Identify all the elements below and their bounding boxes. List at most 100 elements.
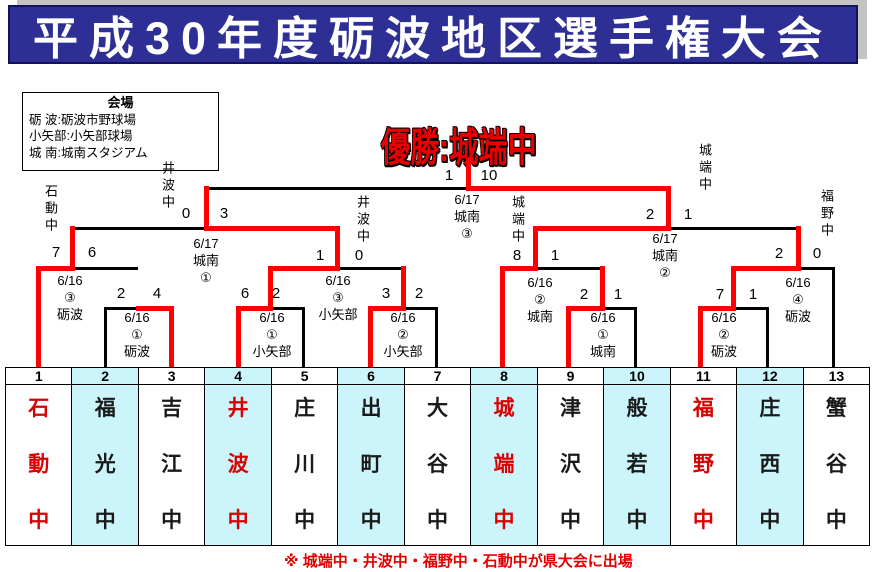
match-venue: 小矢部 — [252, 344, 292, 359]
team-column-4: 4 井 波 中 — [204, 368, 271, 545]
team-name-char: 蟹 — [825, 397, 847, 420]
team-name-char: 石 — [28, 397, 50, 420]
champion-riser — [466, 158, 471, 191]
bracket-line — [766, 307, 769, 368]
match-date: 6/16 — [590, 310, 616, 325]
team-name-char: 庄 — [759, 397, 781, 420]
score: 2 — [271, 285, 281, 302]
match-label-r1-e: 6/16 ② 砺波 — [684, 309, 764, 360]
team-name-char: 野 — [692, 453, 714, 476]
match-date: 6/16 — [57, 273, 83, 288]
score: 3 — [219, 205, 229, 222]
team-number: 4 — [205, 368, 271, 385]
team-column-11: 11 福 野 中 — [669, 368, 737, 545]
score: 8 — [512, 247, 522, 264]
bracket-line — [70, 267, 138, 270]
match-game-number: ④ — [792, 292, 804, 307]
match-venue: 城南 — [589, 344, 616, 359]
team-column-1: 1 石 動 中 — [6, 368, 72, 545]
venue-box-heading: 会場 — [107, 95, 134, 110]
team-name-char: 中 — [227, 509, 249, 532]
match-label-qf-d: 6/16 ④ 砺波 — [758, 274, 838, 325]
team-name-char: 沢 — [559, 453, 581, 476]
score: 2 — [774, 245, 784, 262]
match-game-number: ② — [718, 327, 730, 342]
match-game-number: ② — [659, 265, 671, 280]
bracket-line — [600, 307, 636, 310]
winner-path-line — [368, 306, 403, 311]
match-game-number: ① — [200, 270, 212, 285]
team-name-char: 中 — [360, 509, 382, 532]
score: 0 — [812, 245, 822, 262]
team-number: 11 — [670, 368, 737, 385]
match-venue: 城南 — [526, 309, 553, 324]
match-game-number: ① — [131, 327, 143, 342]
team-column-8: 8 城 端 中 — [470, 368, 537, 545]
team-name-char: 中 — [759, 509, 781, 532]
winner-path-line — [36, 266, 72, 271]
team-table: 1 石 動 中 2 福 光 中 3 吉 江 中 4 — [5, 367, 870, 546]
winner-path-line — [401, 266, 406, 311]
match-label-sf-left: 6/17 城南 ① — [166, 235, 246, 286]
venue-line: 城 南:城南スタジアム — [29, 145, 148, 160]
winner-path-line — [335, 226, 340, 271]
match-venue: 砺波 — [56, 307, 83, 322]
team-name-char: 中 — [294, 509, 316, 532]
team-column-12: 12 庄 西 中 — [736, 368, 803, 545]
team-name-char: 福 — [94, 397, 116, 420]
match-date: 6/16 — [390, 310, 416, 325]
team-name-char: 波 — [227, 453, 249, 476]
bracket-line — [302, 307, 305, 368]
score: 0 — [181, 205, 191, 222]
advancing-team-label: 福野中 — [819, 189, 834, 240]
match-label-r1-d: 6/16 ① 城南 — [563, 309, 643, 360]
team-name-char: 大 — [427, 397, 449, 420]
team-number: 13 — [803, 368, 870, 385]
match-game-number: ① — [266, 327, 278, 342]
advancing-team-label: 城端中 — [697, 143, 712, 194]
winner-path-line — [268, 266, 337, 271]
bracket-line — [435, 307, 438, 368]
team-name-char: 谷 — [825, 453, 847, 476]
match-label-sf-right: 6/17 城南 ② — [625, 230, 705, 281]
match-date: 6/16 — [124, 310, 150, 325]
bracket-line — [268, 307, 304, 310]
team-name-char: 般 — [626, 397, 648, 420]
score: 4 — [152, 285, 162, 302]
match-date: 6/16 — [259, 310, 285, 325]
team-name-char: 井 — [227, 397, 249, 420]
team-number: 3 — [138, 368, 205, 385]
bracket-line — [204, 187, 470, 190]
team-number: 2 — [72, 368, 138, 385]
team-name-char: 出 — [360, 397, 382, 420]
venue-box: 会場 砺 波:砺波市野球場 小矢部:小矢部球場 城 南:城南スタジアム — [22, 92, 219, 171]
page-title: 平成30年度砺波地区選手権大会 — [32, 13, 834, 64]
match-venue: 城南 — [651, 248, 678, 263]
bracket-line — [533, 267, 602, 270]
winner-path-line — [698, 306, 703, 368]
winner-path-line — [236, 306, 241, 368]
venue-line: 砺 波:砺波市野球場 — [29, 112, 136, 127]
match-label-qf-b: 6/16 ③ 小矢部 — [298, 272, 378, 323]
score: 0 — [354, 247, 364, 264]
bracket-line — [70, 227, 206, 230]
team-name-char: 中 — [427, 509, 449, 532]
match-date: 6/16 — [527, 275, 553, 290]
team-name: 吉 江 中 — [139, 385, 204, 545]
team-name-char: 中 — [825, 509, 847, 532]
score: 1 — [315, 247, 325, 264]
team-name-char: 江 — [161, 453, 183, 476]
match-game-number: ② — [534, 292, 546, 307]
match-venue: 砺波 — [784, 309, 811, 324]
score: 2 — [579, 286, 589, 303]
team-number: 1 — [6, 368, 72, 385]
team-name: 津 沢 中 — [538, 385, 603, 545]
score: 1 — [444, 167, 454, 184]
team-name-char: 端 — [493, 453, 515, 476]
match-label-qf-a: 6/16 ③ 砺波 — [30, 272, 110, 323]
match-venue: 城南 — [192, 253, 219, 268]
team-name-char: 中 — [626, 509, 648, 532]
venue-line: 小矢部:小矢部球場 — [29, 129, 133, 143]
score: 2 — [645, 206, 655, 223]
score: 10 — [480, 167, 498, 184]
